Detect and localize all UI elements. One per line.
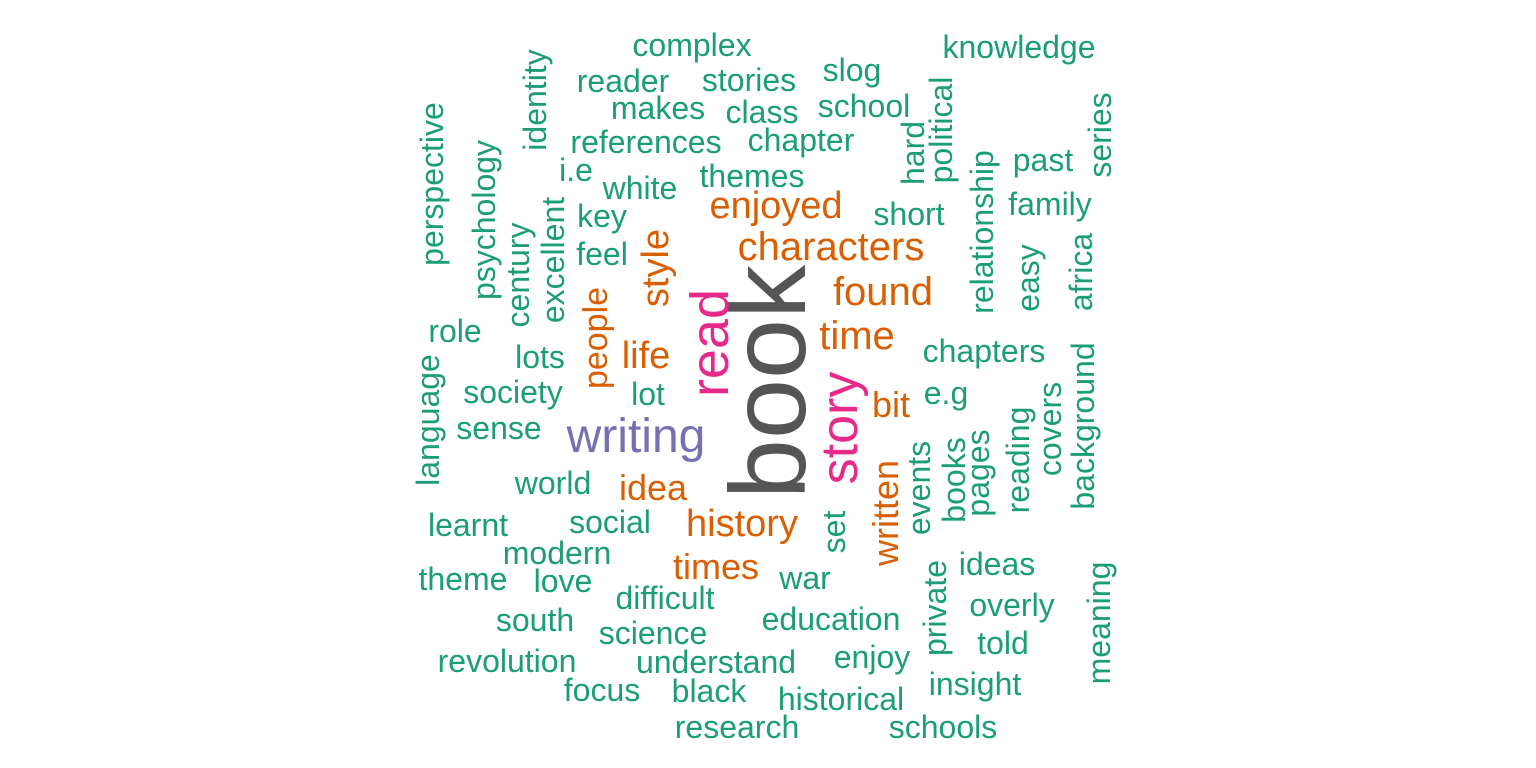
word-science: science [598, 615, 708, 651]
word-overly: overly [969, 587, 1055, 623]
word-social: social [569, 504, 651, 540]
word-perspective: perspective [414, 102, 450, 266]
word-books: books [936, 437, 972, 523]
word-themes: themes [699, 158, 805, 194]
word-set: set [816, 510, 852, 554]
word-stories: stories [701, 62, 797, 98]
word-complex: complex [632, 27, 752, 63]
word-world: world [514, 465, 592, 501]
word-school: school [817, 88, 911, 124]
word-education: education [761, 601, 901, 637]
word-time: time [819, 314, 895, 358]
word-lots: lots [515, 339, 565, 375]
word-love: love [533, 563, 593, 599]
word-i-e: i.e [559, 152, 593, 188]
word-life: life [621, 335, 671, 377]
word-chapters: chapters [922, 333, 1046, 369]
word-black: black [671, 673, 747, 709]
word-style: style [635, 228, 677, 308]
word-easy: easy [1010, 244, 1046, 312]
word-excellent: excellent [535, 196, 571, 324]
word-difficult: difficult [615, 580, 715, 616]
word-key: key [577, 198, 627, 234]
word-modern: modern [502, 535, 612, 571]
word-historical: historical [777, 681, 905, 717]
word-past: past [1012, 142, 1074, 178]
word-focus: focus [563, 672, 641, 708]
word-background: background [1065, 342, 1101, 510]
word-enjoy: enjoy [833, 639, 911, 675]
word-role: role [428, 313, 482, 349]
word-makes: makes [610, 90, 706, 126]
word-relationship: relationship [964, 150, 1000, 314]
word-language: language [410, 354, 446, 486]
word-told: told [977, 625, 1029, 661]
word-enjoyed: enjoyed [709, 185, 843, 227]
word-meaning: meaning [1081, 561, 1117, 685]
word-private: private [917, 559, 953, 657]
word-sense: sense [456, 410, 542, 446]
word-story: story [811, 371, 869, 485]
word-schools: schools [888, 709, 998, 745]
word-south: south [495, 602, 575, 638]
word-theme: theme [418, 561, 508, 597]
word-family: family [1008, 186, 1092, 222]
word-idea: idea [618, 467, 688, 508]
word-references: references [570, 124, 722, 160]
word-understand: understand [635, 644, 797, 680]
word-found: found [832, 270, 934, 314]
word-white: white [602, 170, 678, 206]
word-bit: bit [871, 384, 911, 425]
word-read: read [680, 288, 740, 398]
word-insight: insight [928, 666, 1022, 702]
word-hard: hard [895, 120, 931, 186]
word-history: history [686, 503, 798, 545]
word-century: century [500, 222, 536, 328]
word-slog: slog [822, 52, 882, 88]
word-events: events [901, 440, 937, 536]
word-knowledge: knowledge [942, 29, 1096, 65]
word-covers: covers [1032, 381, 1068, 477]
word-feel: feel [576, 236, 628, 272]
word-society: society [463, 374, 563, 410]
word-characters: characters [737, 225, 925, 269]
word-writing: writing [566, 410, 706, 463]
word-identity: identity [517, 49, 553, 151]
word-research: research [674, 709, 800, 745]
word-series: series [1082, 92, 1118, 178]
word-times: times [672, 546, 760, 587]
word-lot: lot [631, 376, 665, 412]
word-class: class [725, 94, 799, 130]
word-reading: reading [1000, 406, 1036, 514]
word-people: people [577, 286, 615, 390]
word-written: written [865, 459, 906, 567]
word-reader: reader [576, 63, 670, 99]
word-chapter: chapter [747, 122, 855, 158]
word-e-g: e.g [923, 375, 969, 411]
word-ideas: ideas [958, 546, 1036, 582]
word-short: short [873, 196, 945, 232]
word-war: war [779, 560, 831, 596]
word-revolution: revolution [437, 643, 577, 679]
word-africa: africa [1063, 232, 1099, 312]
word-learnt: learnt [427, 507, 509, 543]
word-psychology: psychology [466, 139, 502, 301]
